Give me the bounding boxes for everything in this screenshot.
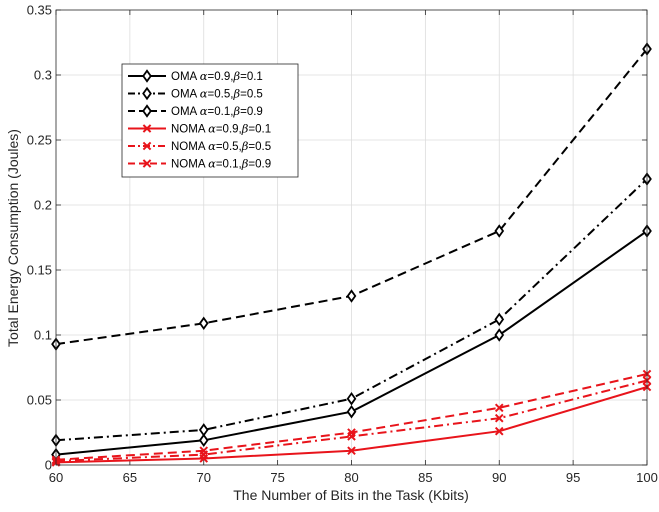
y-tick-label: 0.1	[34, 328, 52, 343]
data-point-diamond	[346, 289, 357, 303]
legend-label: OMA α=0.1,β=0.9	[171, 104, 263, 118]
legend: OMA α=0.9,β=0.1 OMA α=0.5,β=0.5 OMA α=0.1,…	[121, 63, 299, 178]
data-point-diamond	[198, 433, 209, 448]
legend-item: OMA α=0.9,β=0.1	[128, 69, 263, 83]
x-tick-label: 65	[123, 470, 137, 485]
data-point-diamond	[494, 224, 505, 238]
y-tick-label: 0.25	[27, 133, 52, 148]
series-line	[55, 379, 648, 463]
x-tick-label: 60	[49, 470, 63, 485]
data-point-x	[142, 159, 152, 168]
legend-label: NOMA α=0.9,β=0.1	[171, 122, 271, 136]
legend-label: NOMA α=0.5,β=0.5	[171, 139, 271, 153]
x-tick-label: 80	[344, 470, 358, 485]
data-point-diamond	[494, 312, 505, 327]
legend-label: OMA α=0.9,β=0.1	[171, 69, 263, 83]
legend-box	[121, 63, 299, 178]
data-point-diamond	[198, 316, 209, 331]
data-point-x	[142, 141, 152, 151]
legend-label: NOMA α=0.1,β=0.9	[171, 157, 271, 171]
y-tick-label: 0.05	[27, 393, 52, 408]
y-tick-label: 0.3	[34, 68, 52, 83]
legend-item: NOMA α=0.1,β=0.9	[128, 157, 271, 171]
legend-item: NOMA α=0.5,β=0.5	[128, 139, 271, 153]
legend-label: OMA α=0.5,β=0.5	[171, 87, 263, 101]
data-point-x	[494, 403, 504, 413]
x-tick-label: 95	[566, 470, 580, 485]
data-point-diamond	[142, 69, 152, 83]
legend-item: OMA α=0.5,β=0.5	[128, 87, 263, 101]
y-tick-label: 0.35	[27, 3, 52, 18]
y-tick-label: 0	[45, 458, 52, 473]
series-layer	[51, 42, 652, 467]
data-point-x	[199, 446, 209, 456]
series-oma-0	[51, 224, 652, 462]
data-point-x	[142, 124, 152, 133]
legend-item: NOMA α=0.9,β=0.1	[128, 122, 271, 136]
data-point-diamond	[198, 423, 209, 437]
data-point-x	[494, 413, 504, 423]
y-axis-label: Total Energy Consumption (Joules)	[5, 129, 21, 347]
data-point-x	[494, 426, 504, 436]
y-tick-label: 0.15	[27, 263, 52, 278]
x-tick-label: 100	[636, 470, 658, 485]
data-point-diamond	[142, 104, 152, 118]
data-point-diamond	[494, 328, 505, 342]
x-tick-label: 70	[197, 470, 211, 485]
data-point-x	[347, 428, 356, 437]
series-noma-5	[51, 369, 652, 465]
x-tick-label: 85	[418, 470, 432, 485]
x-tick-label: 75	[270, 470, 284, 485]
legend-item: OMA α=0.1,β=0.9	[128, 104, 263, 118]
data-point-diamond	[142, 86, 152, 101]
series-oma-1	[51, 172, 652, 448]
plot-border	[55, 9, 648, 466]
data-point-diamond	[346, 391, 357, 406]
y-tick-label: 0.2	[34, 198, 52, 213]
x-tick-label: 90	[492, 470, 506, 485]
axis-ticks: 60 65 70 75 80 85 90 95 100 0 0.05 0.1 0.15 0.2 0.25 0.…	[27, 3, 658, 486]
data-point-diamond	[346, 404, 357, 419]
x-axis-label: The Number of Bits in the Task (Kbits)	[233, 487, 469, 503]
data-point-x	[347, 446, 356, 456]
